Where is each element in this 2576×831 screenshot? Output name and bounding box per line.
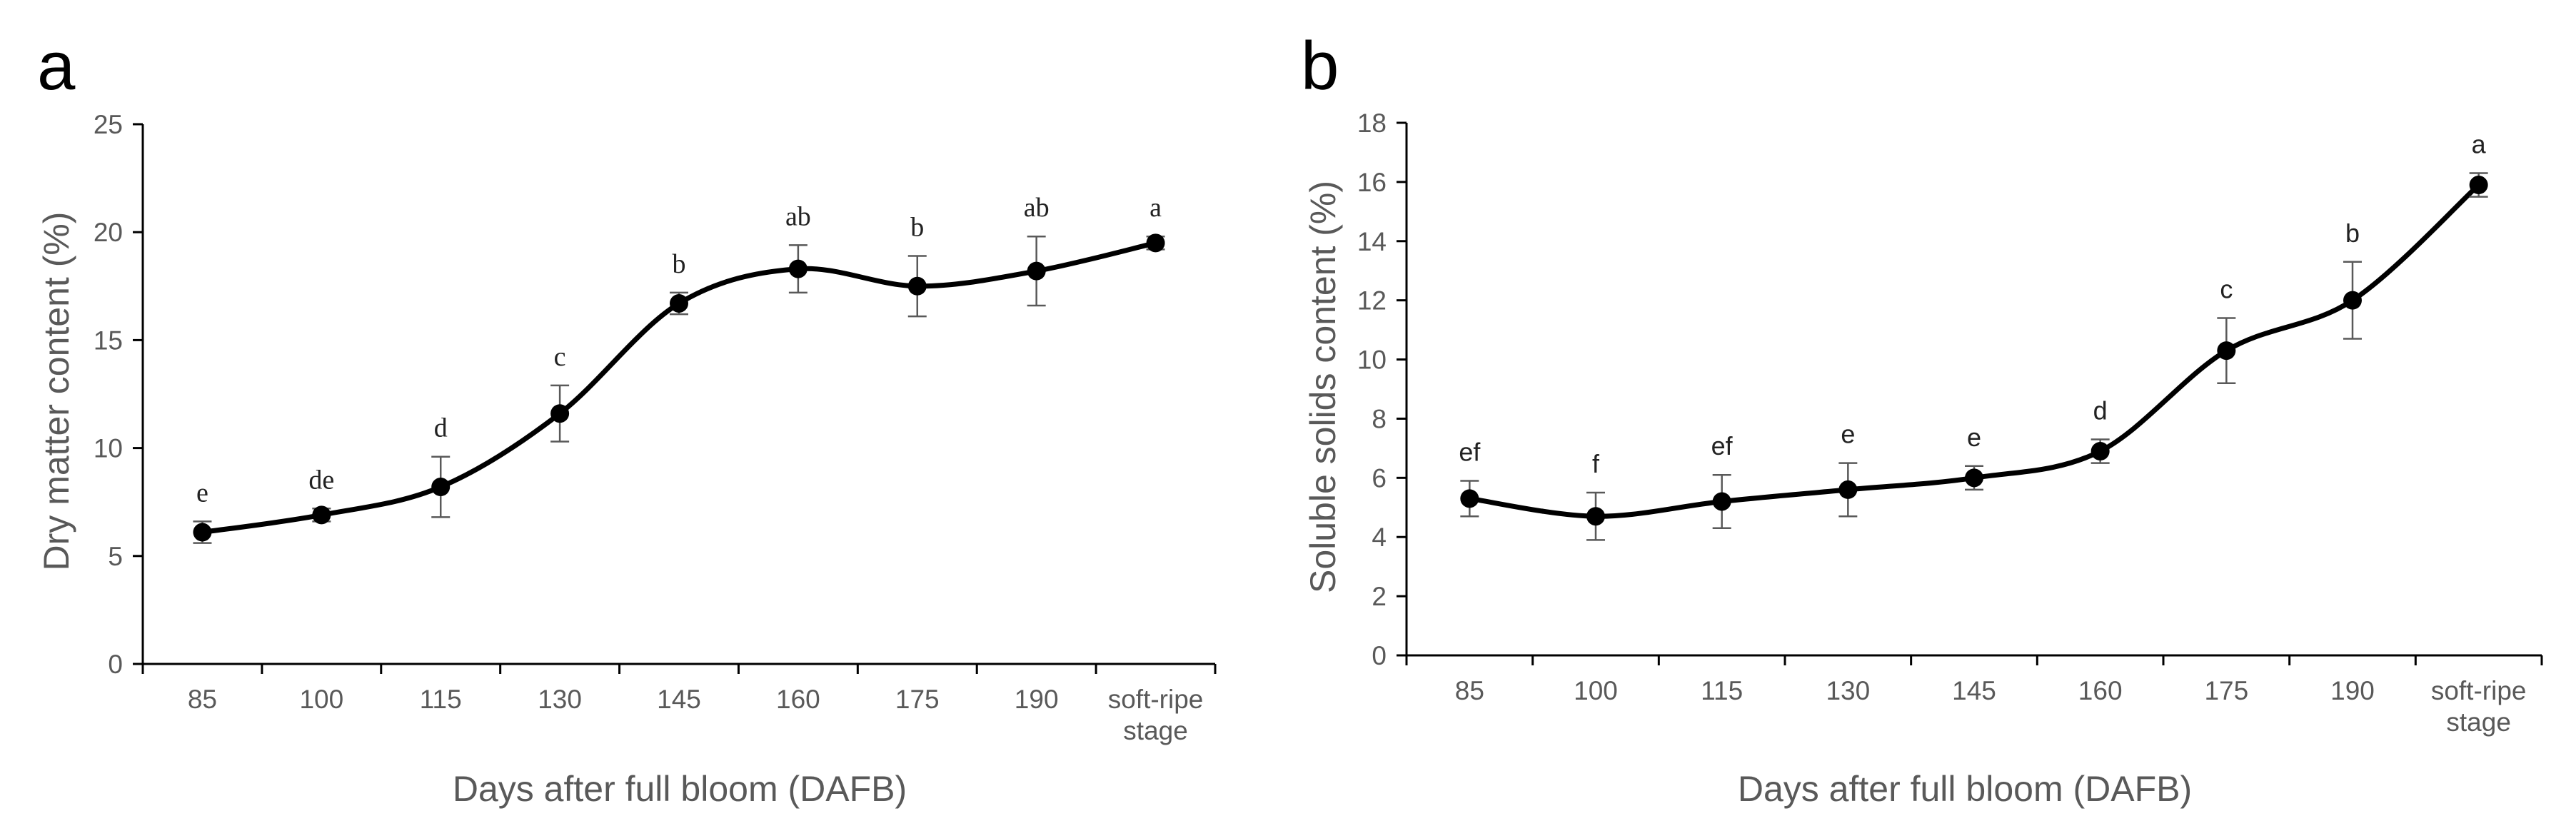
panel-b-data-point (1838, 480, 1858, 499)
panel-b-y-tick-label: 0 (1372, 641, 1387, 670)
panel-a-y-tick-label: 0 (108, 650, 123, 679)
panel-a-significance-label: e (196, 478, 208, 508)
panel-a-y-tick-label: 10 (94, 434, 123, 463)
panel-a-x-tick-label: 160 (776, 685, 820, 714)
panel-a-y-tick-label: 15 (94, 326, 123, 355)
panel-a: a Dry matter content (%) Days after full… (36, 28, 1217, 809)
panel-b-significance-label: ef (1711, 431, 1734, 460)
panel-a-x-tick-label: 85 (188, 685, 217, 714)
panel-a-data-point (1027, 261, 1046, 281)
panel-b-y-tick-label: 4 (1372, 523, 1387, 552)
panel-a-y-tick-label: 20 (94, 218, 123, 247)
panel-b-x-tick-label: 190 (2330, 676, 2375, 705)
panel-a-data-point (193, 523, 212, 542)
panel-b-y-tick-label: 8 (1372, 404, 1387, 433)
panel-a-significance-label: ab (785, 201, 811, 231)
panel-b-data-point (1965, 468, 1983, 488)
panel-b-data-point (2343, 291, 2362, 310)
panel-a-data-point (312, 505, 331, 525)
panel-a-x-tick-label: 145 (657, 685, 701, 714)
panel-b-data-point (2217, 341, 2236, 361)
panel-a-series-line (201, 240, 1157, 535)
panel-a-significance-label: b (673, 249, 686, 279)
panel-a-significance-label: d (434, 413, 448, 443)
panel-b-data-point (1586, 507, 1605, 526)
panel-a-data-point (670, 293, 688, 313)
panel-b-x-tick-label: 85 (1455, 676, 1484, 705)
panel-b-x-tick-label: 130 (1826, 676, 1870, 705)
panel-b-data-point (1712, 492, 1731, 511)
panel-a-y-tick-label: 5 (108, 542, 123, 571)
panel-b-x-tick-label: 160 (2078, 676, 2123, 705)
panel-b-series-line (1469, 183, 2481, 519)
panel-b-x-tick-label: 145 (1952, 676, 1996, 705)
panel-a-x-tick-label: 100 (299, 685, 343, 714)
panel-a-significance-label: c (554, 342, 566, 372)
panel-b-significance-label: f (1592, 449, 1600, 478)
panel-b-significance-label: e (1967, 423, 1981, 452)
panel-a-data-point (431, 478, 451, 497)
panel-b-y-tick-label: 10 (1357, 346, 1387, 375)
panel-a-x-tick-label: 130 (538, 685, 582, 714)
panel-a-x-tick-label: 115 (420, 685, 462, 714)
panel-b-y-tick-label: 16 (1357, 168, 1387, 197)
panel-a-x-tick-label: 190 (1015, 685, 1059, 714)
panel-b-x-axis-label: Days after full bloom (DAFB) (1738, 769, 2192, 809)
panel-a-data-point (1146, 233, 1165, 253)
panel-b-letter: b (1301, 28, 1339, 104)
panel-b-data-point (2091, 442, 2110, 461)
panel-a-significance-label: a (1149, 193, 1162, 223)
panel-b-x-tick-label: 175 (2204, 676, 2248, 705)
panel-a-data-point (788, 259, 807, 278)
panel-b: b Soluble solids content (%) Days after … (1301, 28, 2543, 809)
panel-b-significance-label: d (2093, 396, 2108, 425)
panel-a-y-axis-label: Dry matter content (%) (36, 212, 76, 571)
panel-b-significance-label: a (2472, 129, 2487, 158)
panel-a-significance-label: b (910, 212, 924, 242)
panel-a-y-tick-label: 25 (94, 110, 123, 139)
panel-b-data-point (1460, 489, 1479, 508)
panel-a-x-tick-label: soft-ripe stage (1108, 685, 1204, 745)
panel-b-significance-label: ef (1459, 437, 1481, 466)
panel-a-data-point (550, 404, 570, 423)
panel-b-y-axis-label: Soluble solids content (%) (1303, 181, 1343, 593)
panel-b-significance-label: b (2345, 218, 2360, 248)
panel-a-significance-label: ab (1024, 193, 1050, 223)
panel-b-x-tick-label: 100 (1574, 676, 1618, 705)
panel-b-data-point (2469, 176, 2488, 195)
panel-b-x-tick-label: soft-ripe stage (2431, 676, 2527, 737)
panel-a-letter: a (37, 28, 76, 104)
panel-a-data-point (907, 276, 927, 296)
panel-a-x-tick-label: 175 (895, 685, 940, 714)
panel-b-y-tick-label: 14 (1357, 227, 1387, 256)
panel-a-x-axis-label: Days after full bloom (DAFB) (453, 769, 907, 809)
panel-b-x-tick-label: 115 (1701, 676, 1743, 705)
panel-a-significance-label: de (308, 465, 334, 495)
panel-b-y-tick-label: 18 (1357, 109, 1387, 138)
panel-b-y-tick-label: 12 (1357, 286, 1387, 316)
panel-b-y-tick-label: 6 (1372, 463, 1387, 493)
panel-b-significance-label: e (1841, 420, 1855, 449)
panel-b-y-tick-label: 2 (1372, 582, 1387, 611)
panel-b-significance-label: c (2220, 275, 2233, 304)
